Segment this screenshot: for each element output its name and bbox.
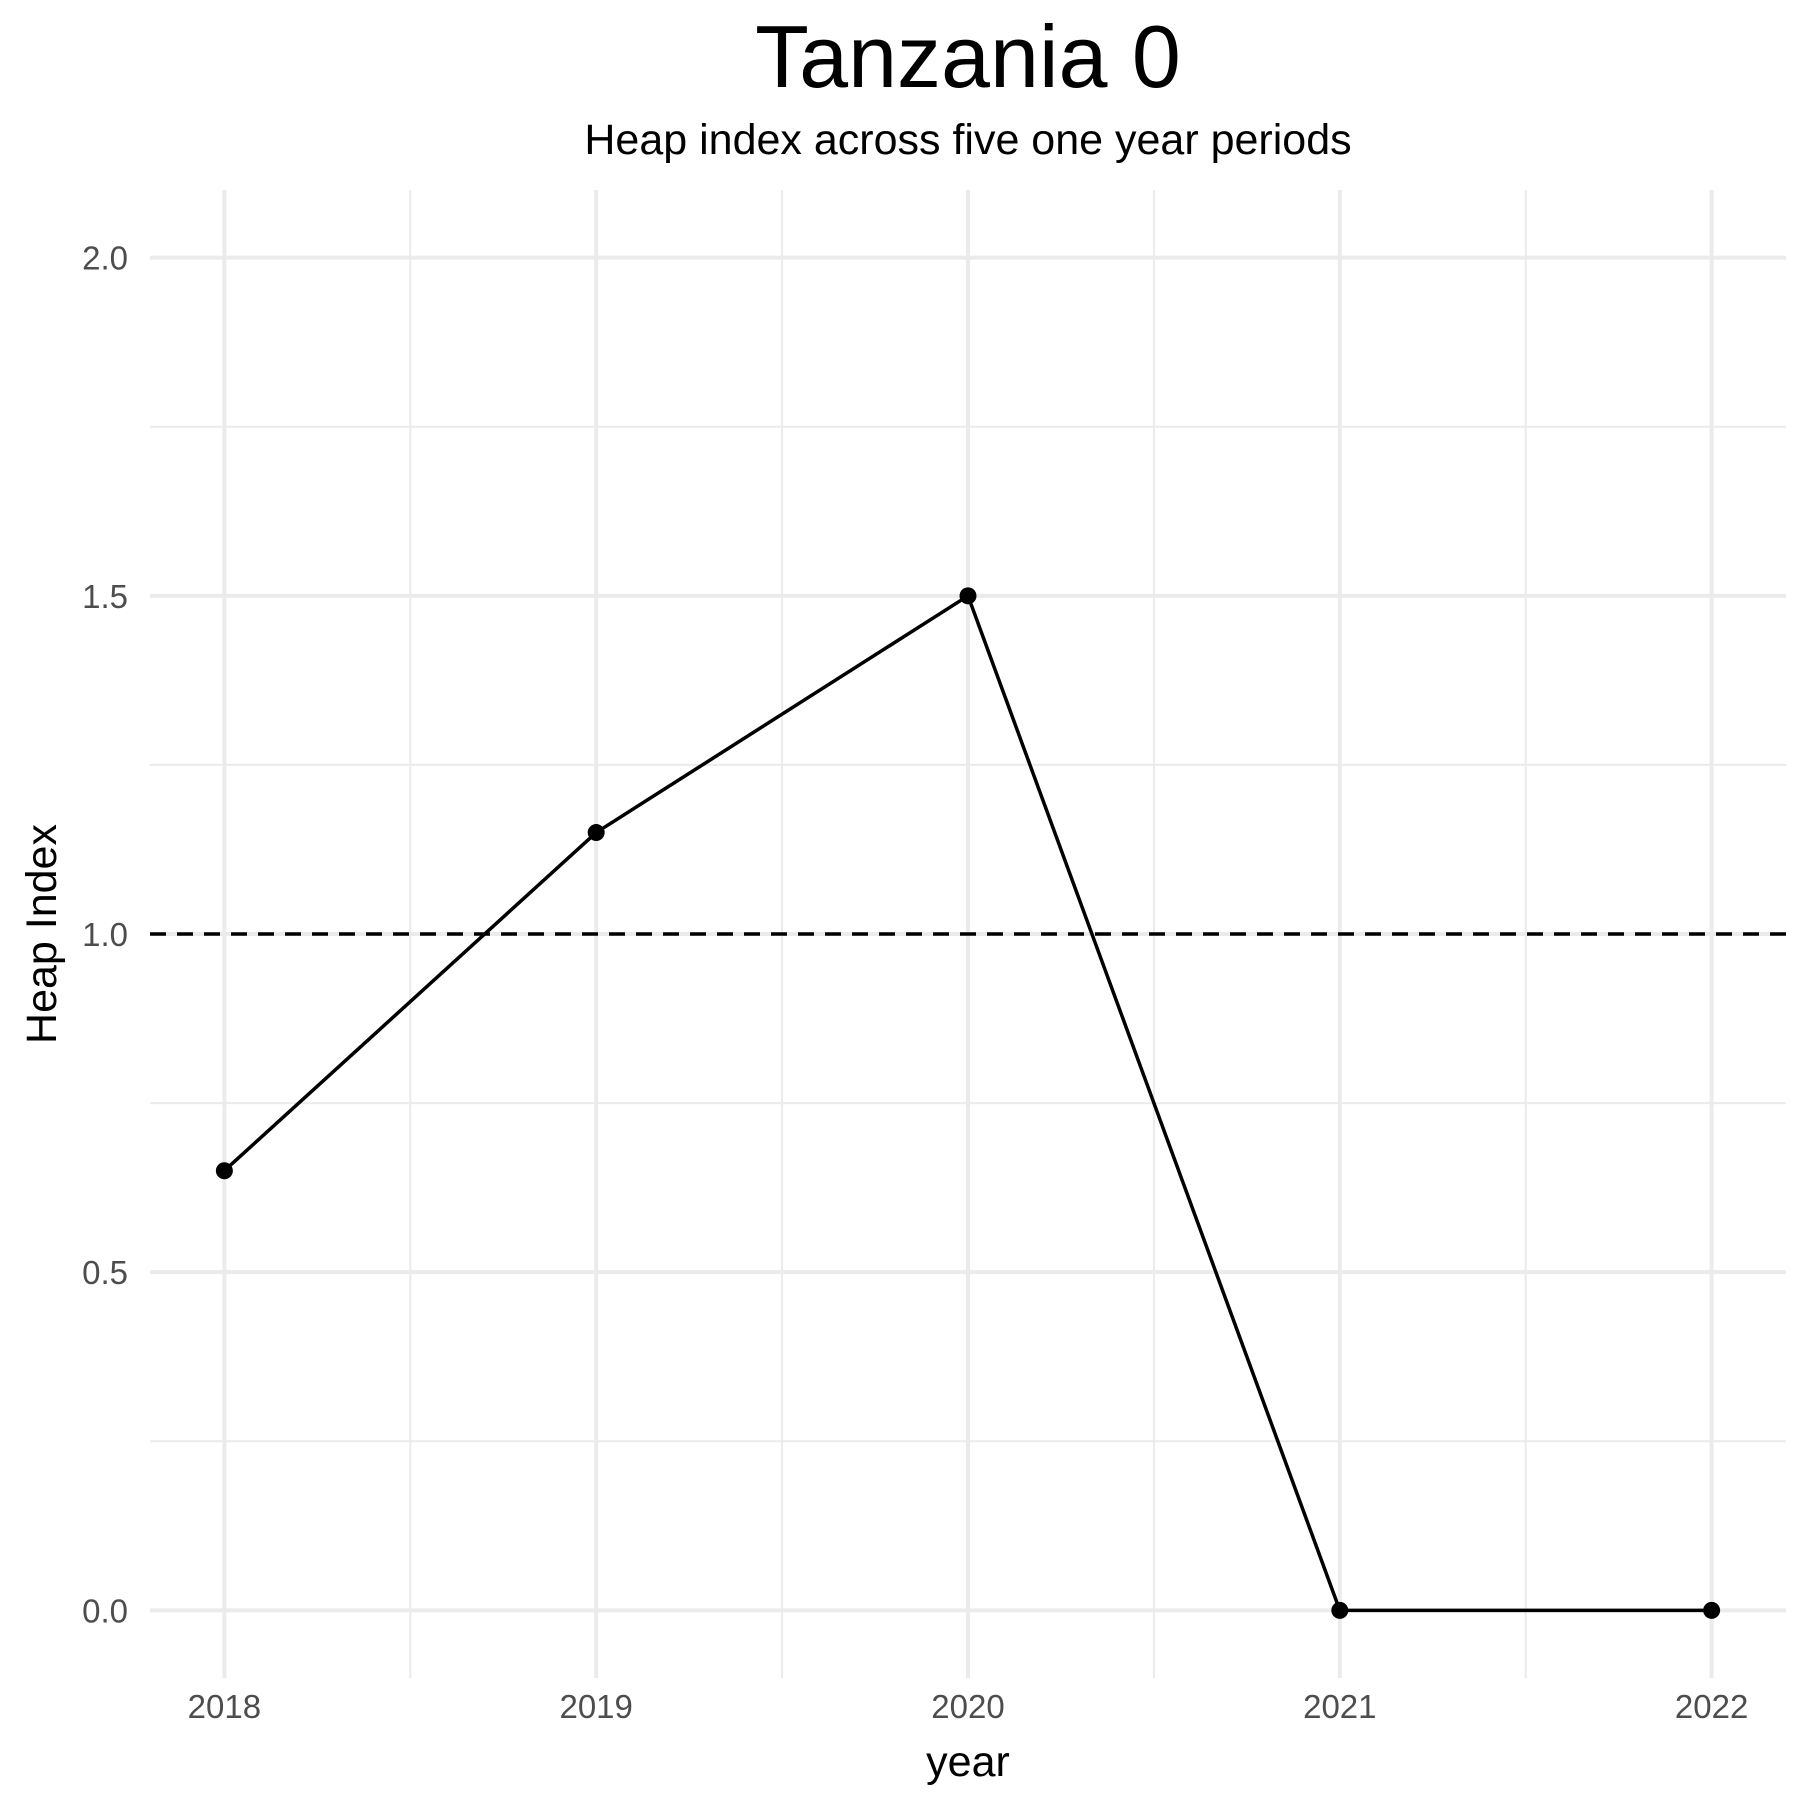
- y-tick-label: 0.5: [82, 1254, 128, 1291]
- x-axis-title: year: [926, 1738, 1010, 1786]
- chart-title: Tanzania 0: [755, 7, 1181, 106]
- x-tick-label: 2020: [931, 1688, 1004, 1725]
- data-point: [1703, 1601, 1721, 1619]
- y-tick-label: 0.0: [82, 1592, 128, 1629]
- y-tick-labels: 0.0 0.5 1.0 1.5 2.0: [82, 240, 128, 1630]
- x-tick-labels: 2018 2019 2020 2021 2022: [188, 1688, 1749, 1725]
- y-tick-label: 1.5: [82, 578, 128, 615]
- x-tick-label: 2021: [1303, 1688, 1376, 1725]
- data-point: [215, 1162, 233, 1180]
- data-point: [587, 824, 605, 842]
- y-tick-label: 2.0: [82, 240, 128, 277]
- x-tick-label: 2022: [1675, 1688, 1748, 1725]
- x-tick-label: 2018: [188, 1688, 261, 1725]
- data-point: [959, 587, 977, 605]
- data-point: [1331, 1601, 1349, 1619]
- series-group: [215, 587, 1721, 1619]
- y-axis-title: Heap Index: [18, 824, 66, 1044]
- x-tick-label: 2019: [559, 1688, 632, 1725]
- chart-subtitle: Heap index across five one year periods: [584, 116, 1352, 164]
- y-tick-label: 1.0: [82, 916, 128, 953]
